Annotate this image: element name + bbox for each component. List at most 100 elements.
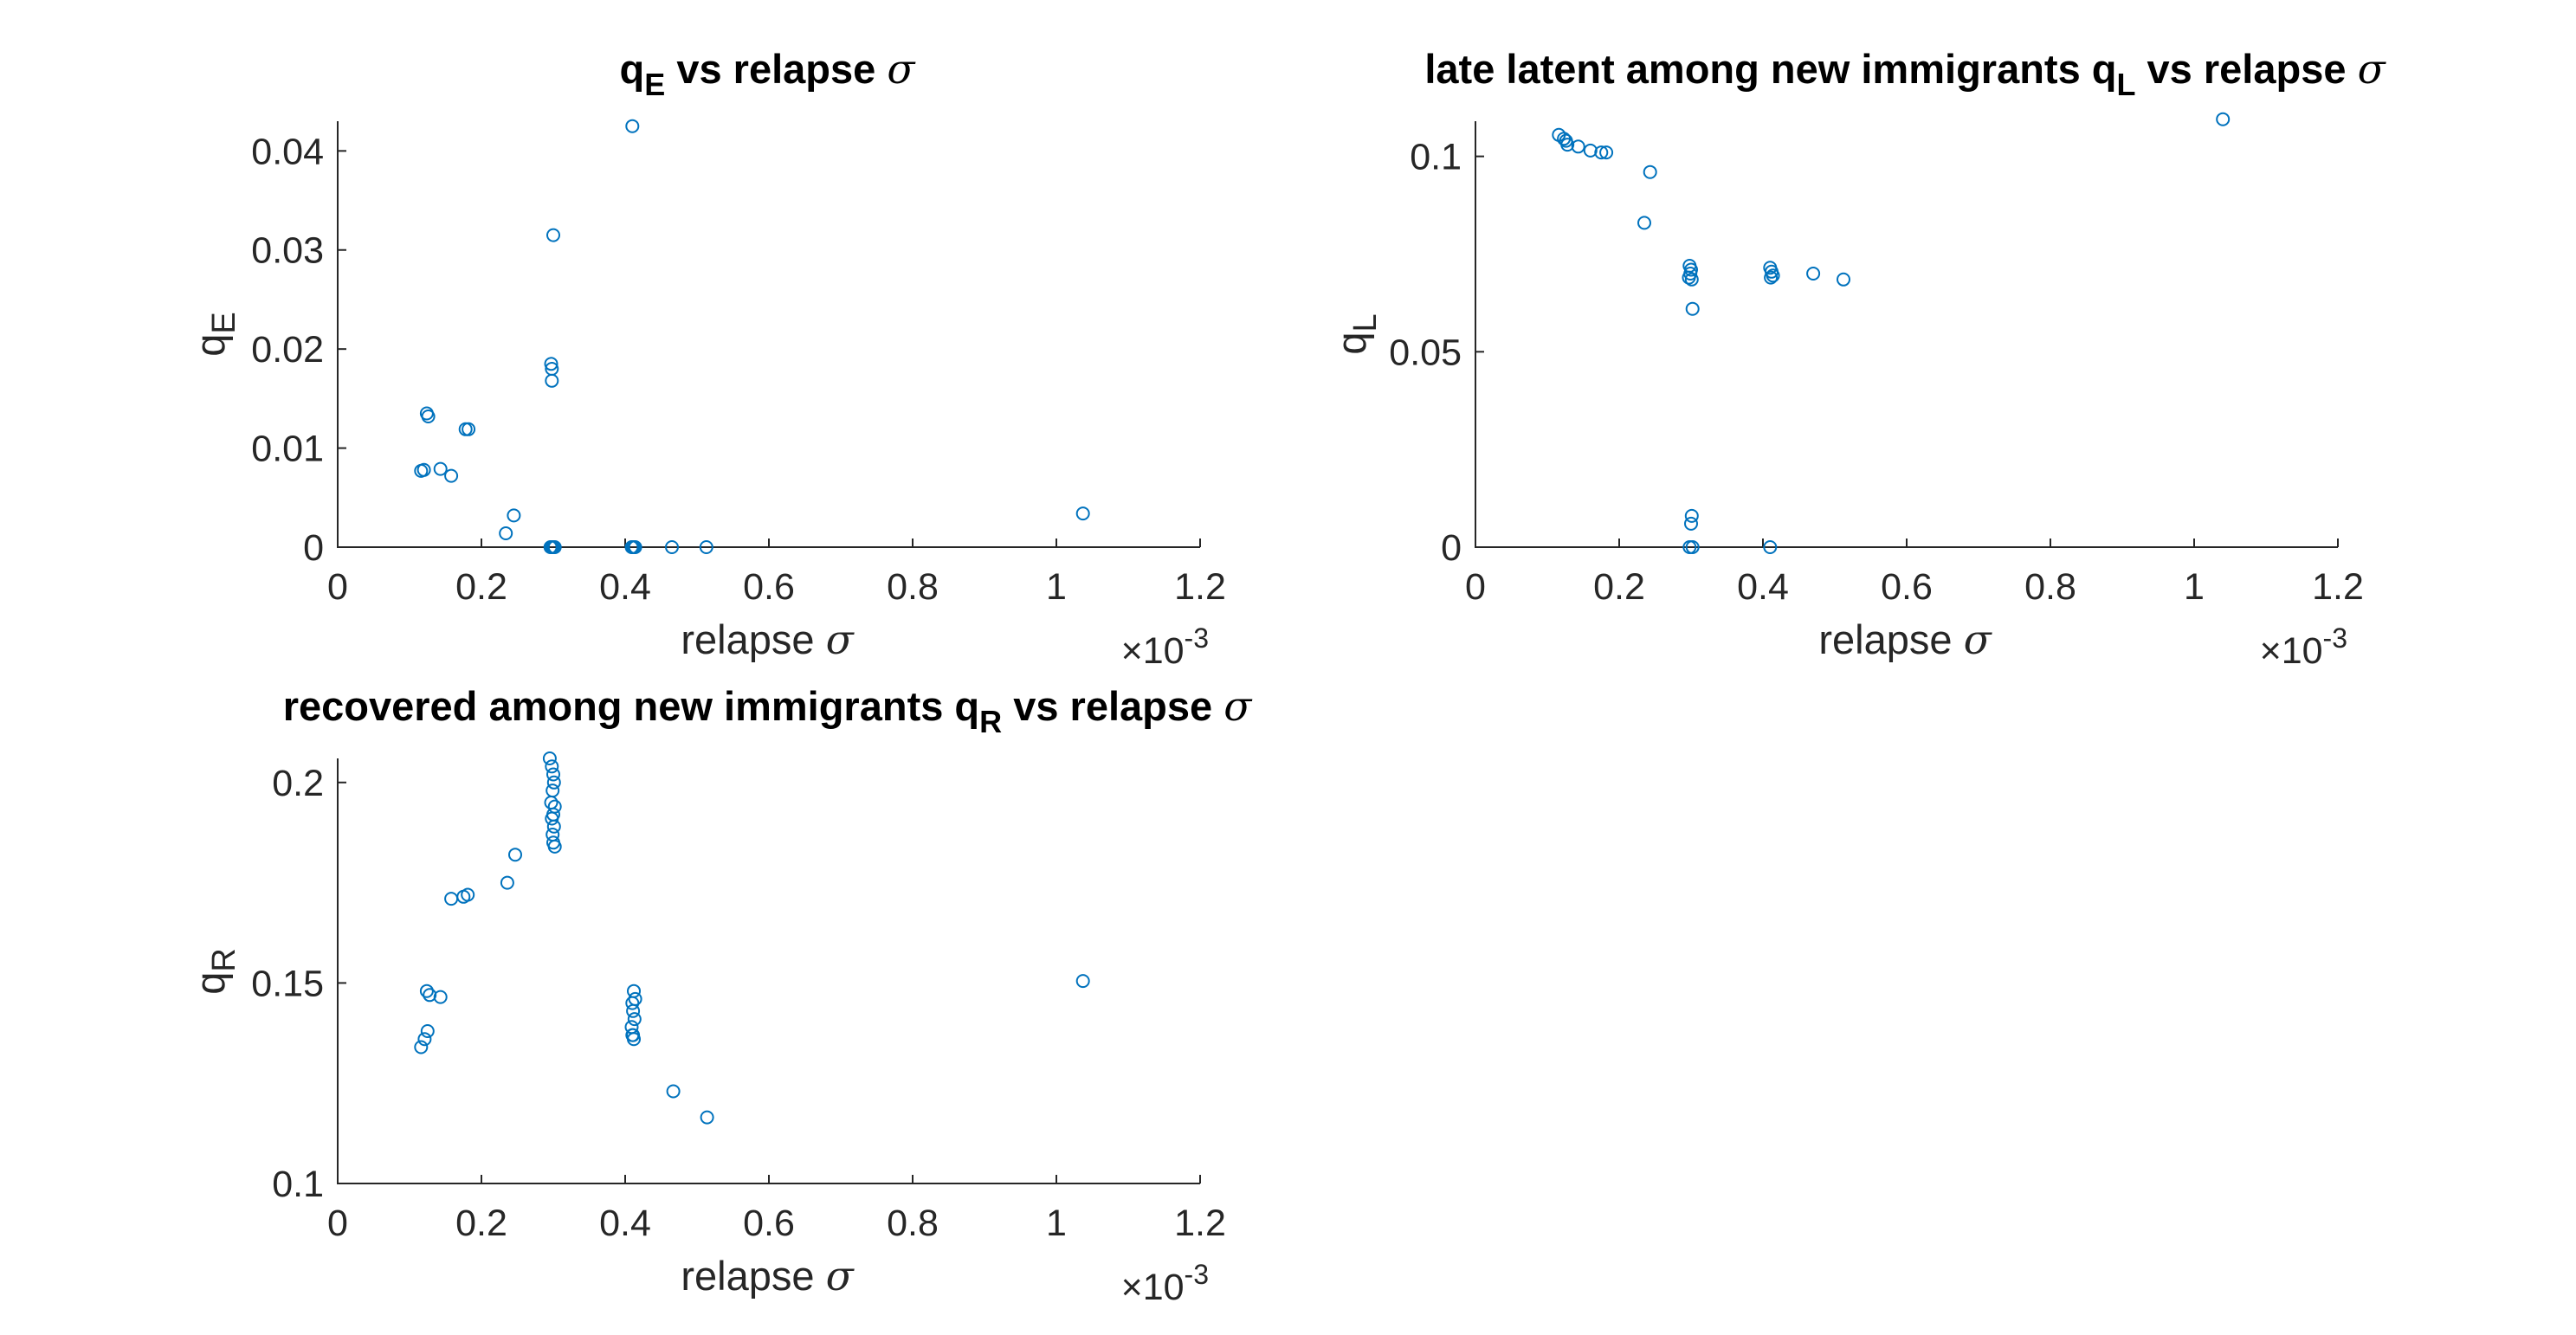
x-exponent-qe: ×10-3 xyxy=(1121,622,1209,672)
x-tick-label: 1 xyxy=(1046,566,1067,608)
scatter-point xyxy=(700,1110,714,1125)
y-tick-label: 0.01 xyxy=(251,429,324,470)
x-tick-label: 1 xyxy=(2184,566,2205,608)
x-tick-label: 0.2 xyxy=(455,566,507,608)
scatter-point xyxy=(417,1032,432,1047)
x-tick-label: 0.2 xyxy=(455,1203,507,1244)
y-tick-label: 0.2 xyxy=(272,763,324,804)
scatter-point xyxy=(626,1003,641,1018)
y-tick-label: 0.04 xyxy=(251,131,324,172)
scatter-point xyxy=(1594,145,1609,160)
scatter-point xyxy=(544,357,558,371)
scatter-point xyxy=(1682,270,1696,285)
scatter-point xyxy=(545,373,559,388)
scatter-point xyxy=(546,819,561,834)
scatter-point xyxy=(462,422,476,436)
xlabel-qe: relapse σ xyxy=(681,616,855,664)
scatter-point xyxy=(547,839,562,854)
x-tick-label: 0.4 xyxy=(599,1203,651,1244)
scatter-point xyxy=(1637,216,1651,230)
axes-lines xyxy=(337,758,1200,1184)
scatter-point xyxy=(433,990,448,1004)
x-tick-label: 0 xyxy=(327,566,348,608)
scatter-point xyxy=(1599,145,1614,160)
scatter-point xyxy=(500,875,514,890)
axes-lines xyxy=(1475,121,2338,548)
scatter-point xyxy=(665,540,679,554)
scatter-point xyxy=(1075,506,1090,521)
x-tick-label: 1.2 xyxy=(1174,1203,1226,1244)
x-tick-label: 0.8 xyxy=(887,566,939,608)
scatter-point xyxy=(546,228,560,242)
scatter-point xyxy=(1571,139,1585,154)
scatter-point xyxy=(545,811,559,826)
scatter-point xyxy=(625,1028,640,1042)
x-exponent-qr: ×10-3 xyxy=(1121,1259,1209,1308)
ylabel-ql: qL xyxy=(1328,313,1384,354)
x-tick-label: 0.6 xyxy=(1881,566,1933,608)
y-tick-label: 0 xyxy=(303,527,324,569)
scatter-point xyxy=(1684,508,1699,523)
xlabel-qr: relapse σ xyxy=(681,1253,855,1300)
scatter-point xyxy=(1685,540,1700,554)
scatter-point xyxy=(458,422,473,436)
x-tick-label: 0.6 xyxy=(743,1203,795,1244)
scatter-point xyxy=(421,410,436,423)
title-ql: late latent among new immigrants qL vs r… xyxy=(1424,46,2386,102)
xlabel-ql: relapse σ xyxy=(1818,616,1992,664)
scatter-point xyxy=(1583,143,1598,158)
scatter-point xyxy=(1684,516,1698,531)
x-tick-label: 0.8 xyxy=(2024,566,2076,608)
scatter-point xyxy=(1766,268,1780,283)
y-tick-label: 0.15 xyxy=(251,963,324,1004)
ylabel-qr: qR xyxy=(187,948,242,995)
x-tick-label: 0.2 xyxy=(1593,566,1645,608)
scatter-point xyxy=(1685,301,1700,316)
y-tick-label: 0.05 xyxy=(1389,332,1462,373)
scatter-point xyxy=(433,461,448,476)
ylabel-qe: qE xyxy=(187,312,242,357)
scatter-point xyxy=(1837,272,1850,287)
scatter-point xyxy=(1763,540,1778,554)
scatter-point xyxy=(625,996,640,1010)
scatter-point xyxy=(2216,112,2231,126)
scatter-point xyxy=(1075,974,1090,989)
title-qe: qE vs relapse σ xyxy=(620,46,917,102)
scatter-point xyxy=(545,759,559,774)
scatter-point xyxy=(546,767,560,782)
scatter-point xyxy=(416,462,431,477)
scatter-point xyxy=(444,892,459,906)
scatter-point xyxy=(1764,270,1779,285)
scatter-point xyxy=(508,848,522,862)
title-qr: recovered among new immigrants qR vs rel… xyxy=(283,683,1254,739)
scatter-point xyxy=(499,526,513,540)
scatter-point xyxy=(461,887,475,902)
x-tick-label: 0.4 xyxy=(599,566,651,608)
x-tick-label: 0.8 xyxy=(887,1203,939,1244)
scatter-point xyxy=(423,988,437,1003)
scatter-point xyxy=(419,984,434,998)
x-tick-label: 0.6 xyxy=(743,566,795,608)
scatter-point xyxy=(545,540,559,554)
subplot-qe-vs-relapse: qE vs relapse σ qE relapse σ ×10-3 0 0.2 0… xyxy=(187,46,1226,672)
x-tick-label: 1.2 xyxy=(2312,566,2364,608)
scatter-point xyxy=(624,540,639,554)
scatter-point xyxy=(1806,267,1821,281)
scatter-point xyxy=(628,991,642,1006)
scatter-point xyxy=(546,775,561,790)
scatter-point xyxy=(1560,138,1575,152)
scatter-point xyxy=(699,540,713,554)
x-tick-label: 1.2 xyxy=(1174,566,1226,608)
scatter-point xyxy=(414,1040,429,1054)
y-tick-label: 0.02 xyxy=(251,329,324,371)
y-tick-label: 0.1 xyxy=(272,1164,324,1205)
scatter-point xyxy=(444,468,459,483)
scatter-point xyxy=(628,540,642,554)
scatter-point xyxy=(542,751,557,765)
axes-lines xyxy=(337,121,1200,548)
scatter-point xyxy=(627,1012,642,1027)
x-exponent-ql: ×10-3 xyxy=(2260,622,2347,672)
scatter-point xyxy=(507,508,521,523)
x-tick-label: 0 xyxy=(1465,566,1486,608)
